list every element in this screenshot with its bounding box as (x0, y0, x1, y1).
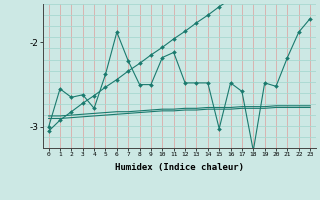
X-axis label: Humidex (Indice chaleur): Humidex (Indice chaleur) (115, 163, 244, 172)
